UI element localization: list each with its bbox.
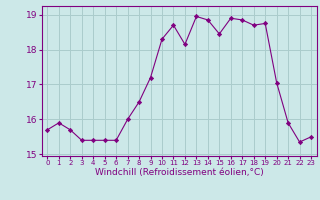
X-axis label: Windchill (Refroidissement éolien,°C): Windchill (Refroidissement éolien,°C) <box>95 168 264 177</box>
